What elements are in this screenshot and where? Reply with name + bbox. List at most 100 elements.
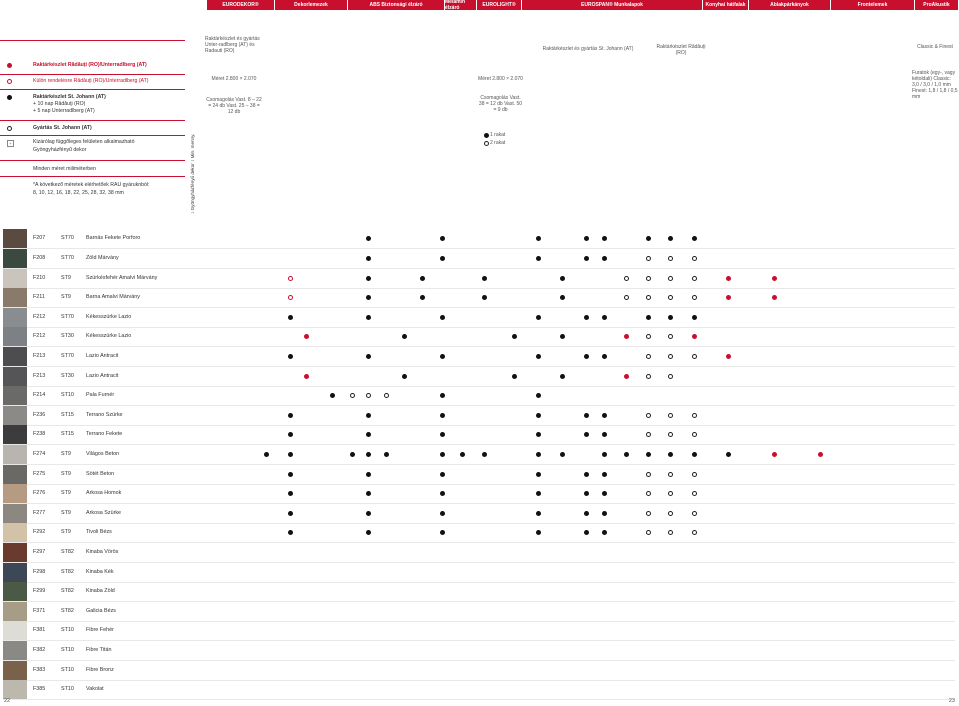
decor-swatch — [3, 249, 27, 268]
row-tex: ST10 — [61, 627, 74, 633]
availability-dot — [366, 452, 371, 457]
availability-dot — [366, 432, 371, 437]
availability-dot — [536, 393, 541, 398]
row-tex: ST9 — [61, 275, 71, 281]
availability-dot — [560, 276, 565, 281]
availability-dot — [536, 530, 541, 535]
availability-dot — [366, 472, 371, 477]
header-group: Dekorlemezek — [275, 0, 347, 10]
availability-dot — [536, 256, 541, 261]
row-name: Kékesszürke Lazio — [86, 314, 132, 320]
availability-dot — [668, 491, 673, 496]
availability-dot — [668, 374, 673, 379]
row-tex: ST9 — [61, 490, 71, 496]
availability-dot — [646, 354, 651, 359]
availability-dot — [536, 315, 541, 320]
col-header-classic: Classic & Finest — [917, 44, 953, 50]
availability-dot — [624, 276, 629, 281]
availability-dot — [692, 511, 697, 516]
availability-dot — [646, 374, 651, 379]
availability-dot — [646, 334, 651, 339]
availability-dot — [624, 374, 629, 379]
row-divider — [3, 523, 955, 524]
row-tex: ST82 — [61, 549, 74, 555]
availability-dot — [460, 452, 465, 457]
row-tex: ST70 — [61, 353, 74, 359]
availability-dot — [692, 256, 697, 261]
row-divider — [3, 288, 955, 289]
availability-dot — [602, 511, 607, 516]
availability-dot — [602, 315, 607, 320]
availability-dot — [536, 491, 541, 496]
fugg-legend: ↕ Gyöngyházfényű dekor ↕ Min. menny. — [190, 133, 195, 214]
decor-swatch — [3, 543, 27, 562]
availability-dot — [440, 472, 445, 477]
availability-dot — [668, 256, 673, 261]
row-tex: ST9 — [61, 294, 71, 300]
row-divider — [3, 327, 955, 328]
availability-dot — [584, 530, 589, 535]
availability-dot — [692, 315, 697, 320]
availability-dot — [602, 530, 607, 535]
row-tex: ST9 — [61, 510, 71, 516]
row-tex: ST82 — [61, 608, 74, 614]
availability-dot — [668, 413, 673, 418]
availability-dot — [366, 530, 371, 535]
legend-dot-black — [7, 95, 12, 100]
availability-dot — [366, 354, 371, 359]
row-divider — [3, 268, 955, 269]
divider — [0, 74, 185, 75]
header-group: ProAkustik — [915, 0, 958, 10]
availability-dot — [440, 413, 445, 418]
availability-dot — [602, 491, 607, 496]
legend-ring-red — [7, 79, 12, 84]
availability-dot — [440, 452, 445, 457]
availability-dot — [602, 472, 607, 477]
row-name: Terrano Szürke — [86, 412, 123, 418]
row-tex: ST82 — [61, 588, 74, 594]
decor-swatch — [3, 563, 27, 582]
note-raktar-st: Raktárkészlet St. Johann (AT) — [33, 94, 106, 100]
availability-dot — [668, 452, 673, 457]
row-code: F297 — [33, 549, 46, 555]
availability-dot — [692, 354, 697, 359]
legend-2-rakat: 2 rakat — [490, 140, 506, 146]
row-name: Zöld Márvány — [86, 255, 119, 261]
row-divider — [3, 386, 955, 387]
availability-dot — [584, 491, 589, 496]
row-tex: ST9 — [61, 451, 71, 457]
row-divider — [3, 503, 955, 504]
availability-dot — [440, 236, 445, 241]
legend-ring — [484, 141, 489, 146]
availability-dot — [668, 354, 673, 359]
divider — [0, 89, 185, 90]
page-number-right: 23 — [948, 698, 955, 704]
row-tex: ST15 — [61, 431, 74, 437]
availability-dot — [646, 276, 651, 281]
row-tex: ST10 — [61, 647, 74, 653]
availability-dot — [440, 315, 445, 320]
row-code: F211 — [33, 294, 45, 300]
availability-dot — [288, 511, 293, 516]
row-code: F381 — [33, 627, 46, 633]
row-name: Lazio Antracit — [86, 373, 119, 379]
availability-dot — [288, 354, 293, 359]
availability-dot — [440, 511, 445, 516]
row-divider — [3, 405, 955, 406]
availability-dot — [536, 413, 541, 418]
row-name: Barna Amalvi Márvány — [86, 294, 140, 300]
availability-dot — [726, 452, 731, 457]
availability-dot — [366, 236, 371, 241]
row-name: Barnás Fekete Porforo — [86, 235, 141, 241]
availability-dot — [440, 530, 445, 535]
availability-dot — [646, 530, 651, 535]
decor-swatch — [3, 288, 27, 307]
availability-dot — [366, 413, 371, 418]
row-name: Terrano Fekete — [86, 431, 123, 437]
availability-dot — [772, 276, 777, 281]
availability-dot — [584, 413, 589, 418]
row-code: F213 — [33, 353, 46, 359]
availability-dot — [624, 334, 629, 339]
row-tex: ST70 — [61, 314, 74, 320]
row-code: F277 — [33, 510, 46, 516]
